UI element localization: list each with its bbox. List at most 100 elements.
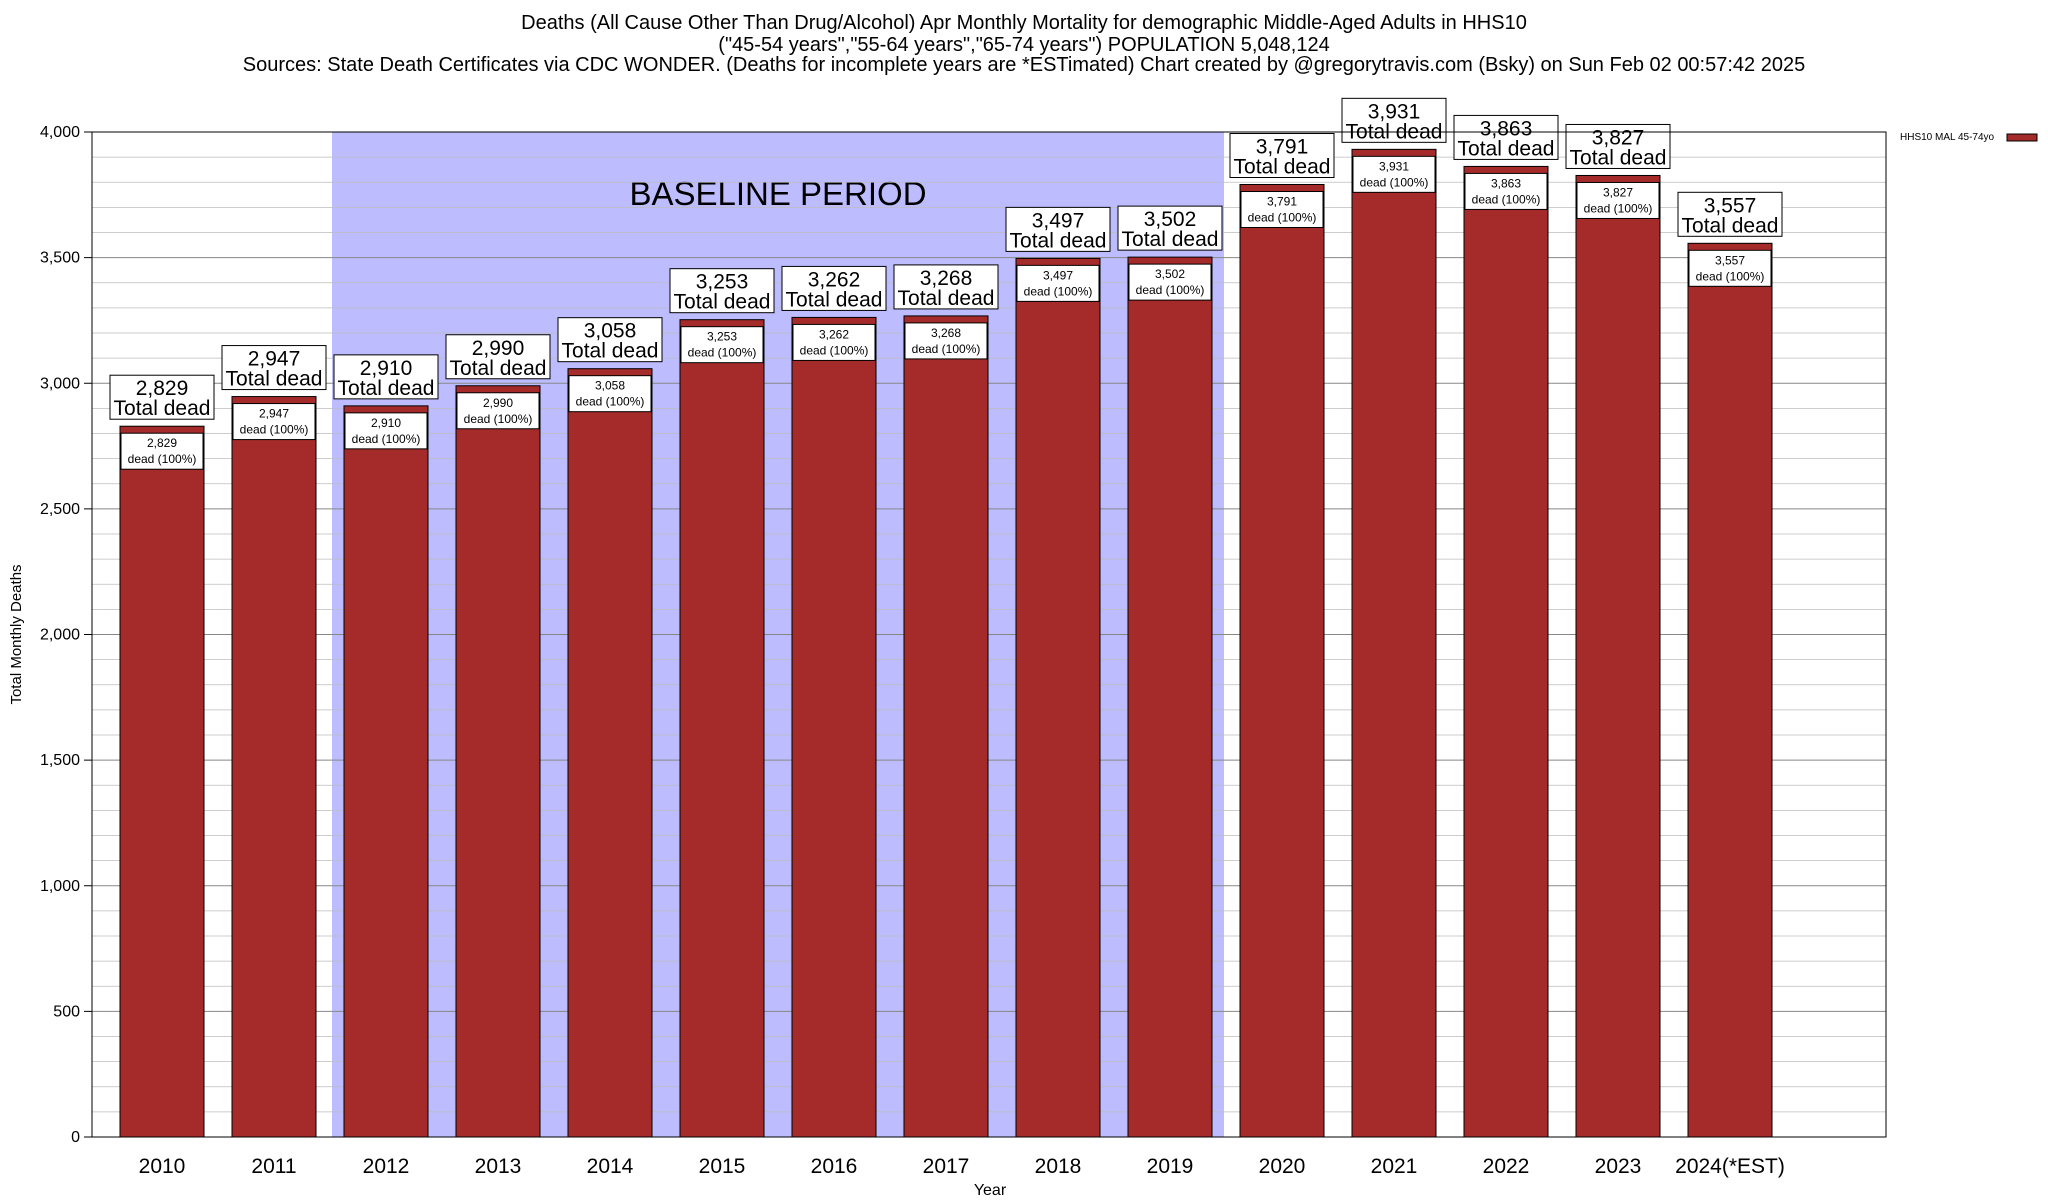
total-dead-label: Total dead [1682,214,1779,237]
chart-title: Deaths (All Cause Other Than Drug/Alcoho… [521,12,1527,34]
chart-source-line: Sources: State Death Certificates via CD… [242,54,1806,76]
total-value-label: 3,058 [584,320,637,343]
total-label-box [1117,205,1223,251]
inner-value-label: 3,268 [931,326,961,340]
x-tick-label: 2011 [251,1155,296,1178]
total-label-box [893,264,999,310]
inner-percent-label: dead (100%) [128,452,197,466]
total-dead-label: Total dead [226,368,323,391]
inner-percent-label: dead (100%) [1248,211,1317,225]
x-tick-label: 2018 [1035,1155,1082,1178]
bar [679,319,765,1138]
inner-value-label: 3,262 [819,327,849,341]
bar [1239,184,1325,1138]
y-tick-label: 500 [53,1003,80,1020]
total-dead-label: Total dead [562,340,659,363]
inner-percent-label: dead (100%) [352,432,421,446]
total-label-box [445,334,551,380]
total-dead-label: Total dead [1234,156,1331,179]
total-value-label: 3,253 [696,271,749,294]
x-tick-label: 2023 [1595,1155,1642,1178]
total-label-box [669,268,775,314]
inner-value-label: 2,947 [259,407,289,421]
inner-label-box [232,403,316,441]
inner-label-box [568,375,652,413]
inner-label-box [680,326,764,364]
x-tick-label: 2015 [699,1155,746,1178]
inner-percent-label: dead (100%) [688,346,757,360]
bar [1015,257,1101,1138]
inner-label-box [1240,191,1324,229]
inner-percent-label: dead (100%) [1024,284,1093,298]
total-value-label: 3,268 [920,267,973,290]
inner-label-box [1688,249,1772,287]
inner-label-box [904,322,988,360]
inner-label-box [456,392,540,430]
inner-percent-label: dead (100%) [1472,192,1541,206]
total-value-label: 3,557 [1704,194,1757,217]
x-axis-title: Year [974,1182,1007,1199]
bar [119,425,205,1138]
bar [231,396,317,1138]
bar [1575,174,1661,1138]
total-label-box [109,374,215,420]
total-value-label: 2,990 [472,337,525,360]
bar [1687,242,1773,1138]
total-label-box [1229,133,1335,179]
inner-value-label: 3,058 [595,379,625,393]
x-tick-label: 2020 [1259,1155,1306,1178]
legend-swatch [2006,133,2038,142]
total-dead-label: Total dead [1122,228,1219,251]
total-dead-label: Total dead [898,287,995,310]
total-label-box [781,265,887,311]
total-value-label: 2,829 [136,377,189,400]
x-tick-label: 2016 [811,1155,858,1178]
total-dead-label: Total dead [1458,137,1555,160]
inner-label-box [792,323,876,361]
total-label-box [1453,114,1559,160]
bar [1463,165,1549,1138]
bar [1127,256,1213,1138]
inner-percent-label: dead (100%) [800,343,869,357]
inner-percent-label: dead (100%) [464,412,533,426]
total-label-box [333,354,439,400]
bar [903,315,989,1138]
inner-label-box [1576,181,1660,219]
y-tick-label: 3,000 [40,375,80,392]
x-tick-label: 2021 [1371,1155,1418,1178]
total-value-label: 3,502 [1144,208,1197,231]
total-dead-label: Total dead [114,397,211,420]
inner-label-box [1352,155,1436,193]
inner-value-label: 3,827 [1603,185,1633,199]
baseline-period-label: BASELINE PERIOD [629,175,926,212]
inner-label-box [1464,172,1548,210]
total-value-label: 3,931 [1368,100,1421,123]
total-dead-label: Total dead [1010,229,1107,252]
inner-value-label: 3,497 [1043,268,1073,282]
y-tick-label: 1,500 [40,752,80,769]
total-value-label: 3,863 [1480,117,1533,140]
inner-value-label: 3,557 [1715,253,1745,267]
x-tick-label: 2019 [1147,1155,1194,1178]
bar [567,368,653,1138]
inner-value-label: 3,931 [1379,159,1409,173]
bar [455,385,541,1138]
inner-percent-label: dead (100%) [912,342,981,356]
total-label-box [557,317,663,363]
y-tick-label: 3,500 [40,250,80,267]
total-dead-label: Total dead [674,291,771,314]
x-tick-label: 2017 [923,1155,970,1178]
inner-value-label: 3,502 [1155,267,1185,281]
total-dead-label: Total dead [1570,146,1667,169]
inner-value-label: 2,829 [147,436,177,450]
total-value-label: 2,947 [248,348,301,371]
inner-value-label: 3,863 [1491,176,1521,190]
x-tick-label: 2010 [139,1155,186,1178]
total-label-box [1677,191,1783,237]
legend-label: HHS10 MAL 45-74yo [1900,132,1995,143]
total-value-label: 3,262 [808,268,861,291]
bar [343,405,429,1138]
inner-percent-label: dead (100%) [576,395,645,409]
total-dead-label: Total dead [786,288,883,311]
